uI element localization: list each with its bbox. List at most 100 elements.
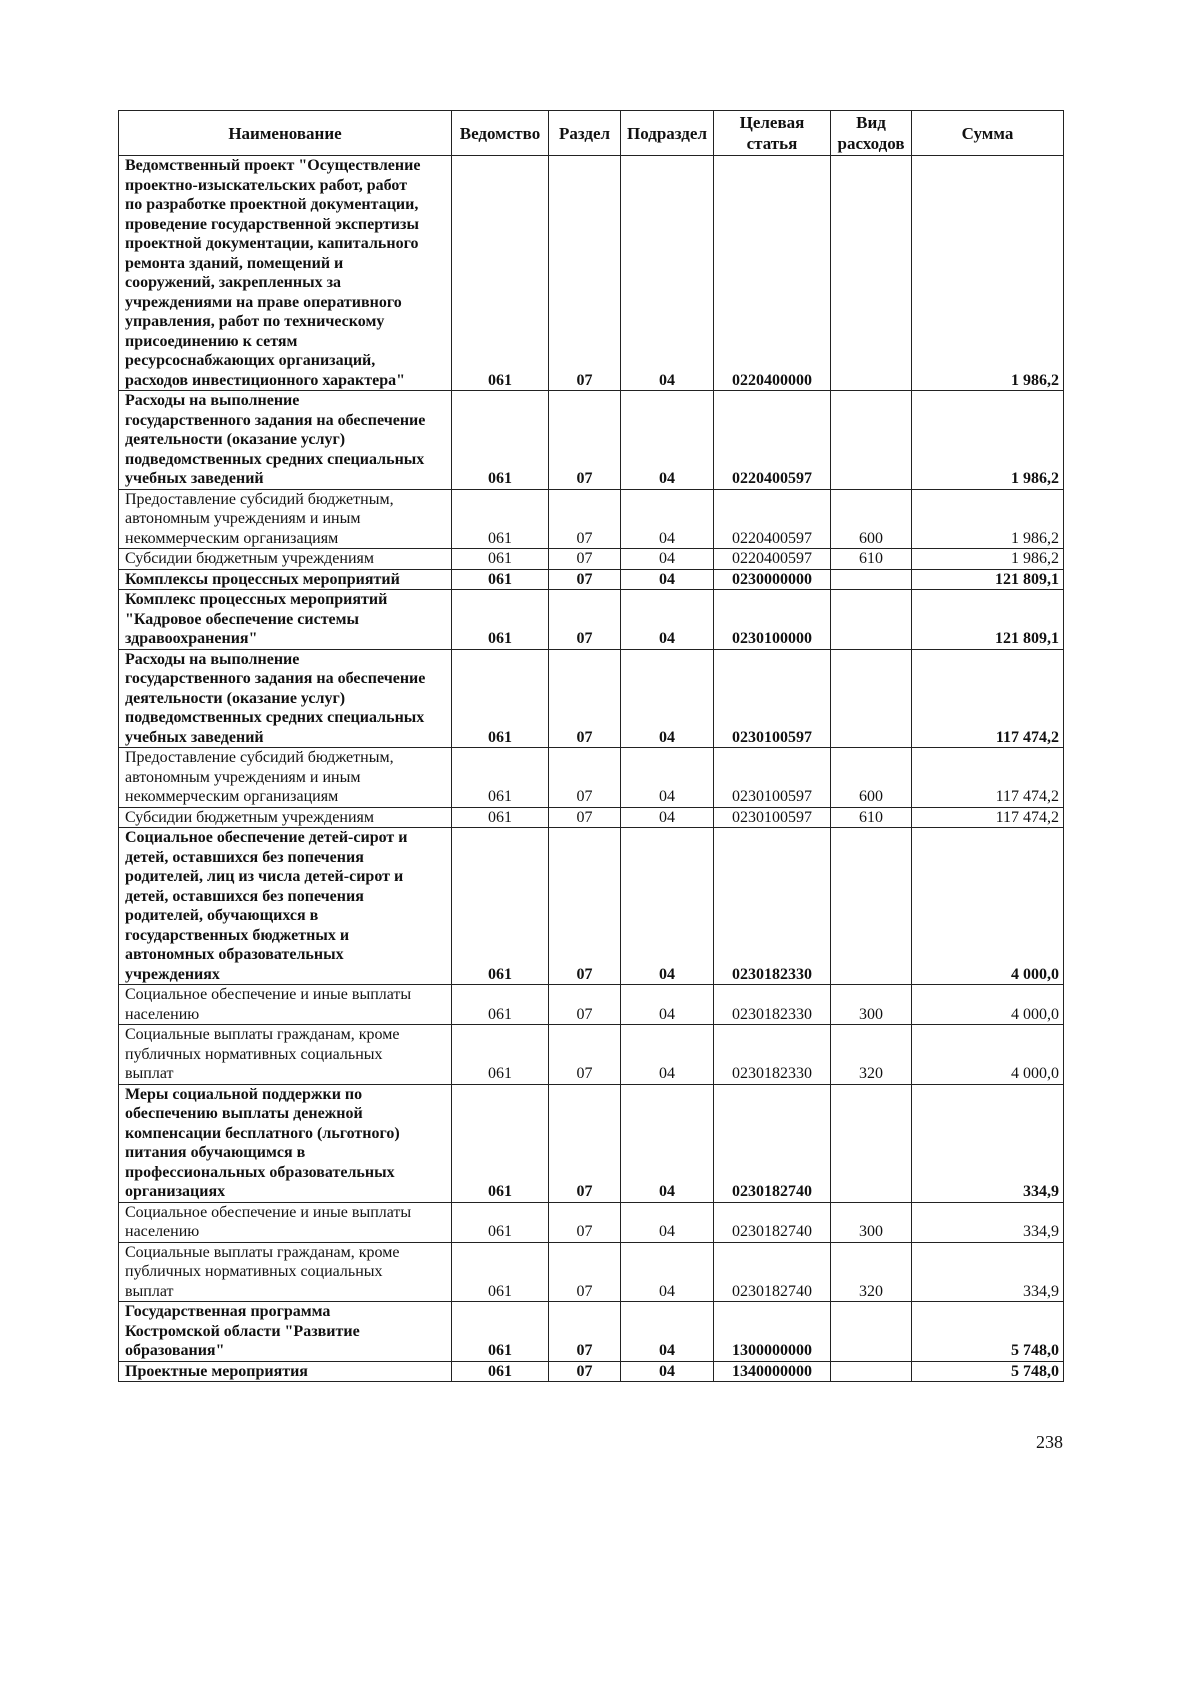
target-article-cell: 0230100597 bbox=[713, 806, 831, 828]
target-article-cell: 0230182330 bbox=[713, 827, 831, 985]
budget-table: Наименование Ведомство Раздел Подраздел … bbox=[118, 110, 1064, 1382]
section-cell: 07 bbox=[548, 548, 621, 570]
expense-type-cell bbox=[830, 1360, 912, 1382]
amount-cell: 1 986,2 bbox=[911, 390, 1064, 490]
subsection-cell: 04 bbox=[620, 648, 714, 748]
header-section: Раздел bbox=[548, 110, 621, 156]
expense-type-cell bbox=[830, 1301, 912, 1362]
subsection-cell: 04 bbox=[620, 488, 714, 549]
name-cell: Социальное обеспечение и иные выплаты на… bbox=[118, 984, 452, 1025]
table-row: Социальное обеспечение детей-сирот и дет… bbox=[118, 827, 1064, 985]
name-cell: Проектные мероприятия bbox=[118, 1360, 452, 1382]
subsection-cell: 04 bbox=[620, 747, 714, 808]
expense-type-cell: 610 bbox=[830, 806, 912, 828]
section-cell: 07 bbox=[548, 1360, 621, 1382]
subsection-cell: 04 bbox=[620, 1083, 714, 1203]
subsection-cell: 04 bbox=[620, 806, 714, 828]
subsection-cell: 04 bbox=[620, 390, 714, 490]
expense-type-cell bbox=[830, 1083, 912, 1203]
subsection-cell: 04 bbox=[620, 1301, 714, 1362]
page-number: 238 bbox=[1036, 1432, 1063, 1452]
target-article-cell: 0230100597 bbox=[713, 648, 831, 748]
name-cell: Социальные выплаты гражданам, кроме публ… bbox=[118, 1024, 452, 1085]
expense-type-cell: 610 bbox=[830, 548, 912, 570]
section-cell: 07 bbox=[548, 1301, 621, 1362]
target-article-cell: 0230182740 bbox=[713, 1241, 831, 1302]
table-row: Меры социальной поддержки по обеспечению… bbox=[118, 1083, 1064, 1203]
department-cell: 061 bbox=[451, 648, 549, 748]
amount-cell: 117 474,2 bbox=[911, 648, 1064, 748]
subsection-cell: 04 bbox=[620, 827, 714, 985]
name-cell: Субсидии бюджетным учреждениям bbox=[118, 806, 452, 828]
subsection-cell: 04 bbox=[620, 1360, 714, 1382]
table-row: Расходы на выполнение государственного з… bbox=[118, 648, 1064, 748]
table-row: Предоставление субсидий бюджетным, автон… bbox=[118, 488, 1064, 549]
section-cell: 07 bbox=[548, 1201, 621, 1243]
subsection-cell: 04 bbox=[620, 984, 714, 1025]
department-cell: 061 bbox=[451, 1360, 549, 1382]
header-subsection: Подраздел bbox=[620, 110, 714, 156]
amount-cell: 117 474,2 bbox=[911, 806, 1064, 828]
department-cell: 061 bbox=[451, 1241, 549, 1302]
amount-cell: 5 748,0 bbox=[911, 1360, 1064, 1382]
name-cell: Комплексы процессных мероприятий bbox=[118, 568, 452, 590]
expense-type-cell bbox=[830, 155, 912, 391]
department-cell: 061 bbox=[451, 488, 549, 549]
header-department: Ведомство bbox=[451, 110, 549, 156]
subsection-cell: 04 bbox=[620, 155, 714, 391]
table-row: Субсидии бюджетным учреждениям 061 07 04 023… bbox=[118, 806, 1064, 828]
target-article-cell: 0220400000 bbox=[713, 155, 831, 391]
amount-cell: 4 000,0 bbox=[911, 984, 1064, 1025]
section-cell: 07 bbox=[548, 1241, 621, 1302]
name-cell: Меры социальной поддержки по обеспечению… bbox=[118, 1083, 452, 1203]
subsection-cell: 04 bbox=[620, 568, 714, 590]
amount-cell: 334,9 bbox=[911, 1201, 1064, 1243]
header-expense-type: Вид расходов bbox=[830, 110, 912, 156]
target-article-cell: 0230182740 bbox=[713, 1201, 831, 1243]
section-cell: 07 bbox=[548, 568, 621, 590]
name-cell: Субсидии бюджетным учреждениям bbox=[118, 548, 452, 570]
expense-type-cell: 300 bbox=[830, 1201, 912, 1243]
amount-cell: 1 986,2 bbox=[911, 155, 1064, 391]
department-cell: 061 bbox=[451, 589, 549, 650]
section-cell: 07 bbox=[548, 155, 621, 391]
table-row: Социальные выплаты гражданам, кроме публ… bbox=[118, 1241, 1064, 1302]
amount-cell: 334,9 bbox=[911, 1083, 1064, 1203]
table-row: Расходы на выполнение государственного з… bbox=[118, 390, 1064, 490]
expense-type-cell: 300 bbox=[830, 984, 912, 1025]
department-cell: 061 bbox=[451, 390, 549, 490]
department-cell: 061 bbox=[451, 1201, 549, 1243]
subsection-cell: 04 bbox=[620, 589, 714, 650]
expense-type-cell bbox=[830, 648, 912, 748]
table-row: Ведомственный проект "Осуществление прое… bbox=[118, 155, 1064, 391]
name-cell: Ведомственный проект "Осуществление прое… bbox=[118, 155, 452, 391]
section-cell: 07 bbox=[548, 1083, 621, 1203]
header-amount: Сумма bbox=[911, 110, 1064, 156]
department-cell: 061 bbox=[451, 1024, 549, 1085]
department-cell: 061 bbox=[451, 155, 549, 391]
department-cell: 061 bbox=[451, 1301, 549, 1362]
department-cell: 061 bbox=[451, 1083, 549, 1203]
target-article-cell: 0230100000 bbox=[713, 589, 831, 650]
department-cell: 061 bbox=[451, 548, 549, 570]
department-cell: 061 bbox=[451, 806, 549, 828]
name-cell: Расходы на выполнение государственного з… bbox=[118, 648, 452, 748]
section-cell: 07 bbox=[548, 827, 621, 985]
amount-cell: 5 748,0 bbox=[911, 1301, 1064, 1362]
amount-cell: 117 474,2 bbox=[911, 747, 1064, 808]
header-target-article: Целевая статья bbox=[713, 110, 831, 156]
amount-cell: 121 809,1 bbox=[911, 589, 1064, 650]
table-row: Субсидии бюджетным учреждениям 061 07 04 022… bbox=[118, 548, 1064, 570]
subsection-cell: 04 bbox=[620, 1024, 714, 1085]
expense-type-cell bbox=[830, 568, 912, 590]
section-cell: 07 bbox=[548, 806, 621, 828]
expense-type-cell: 600 bbox=[830, 488, 912, 549]
expense-type-cell: 320 bbox=[830, 1024, 912, 1085]
section-cell: 07 bbox=[548, 747, 621, 808]
department-cell: 061 bbox=[451, 568, 549, 590]
department-cell: 061 bbox=[451, 984, 549, 1025]
expense-type-cell: 320 bbox=[830, 1241, 912, 1302]
name-cell: Социальное обеспечение и иные выплаты на… bbox=[118, 1201, 452, 1243]
target-article-cell: 1340000000 bbox=[713, 1360, 831, 1382]
table-row: Социальное обеспечение и иные выплаты на… bbox=[118, 984, 1064, 1025]
